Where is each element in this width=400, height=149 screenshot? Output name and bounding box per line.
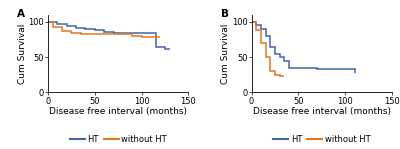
Legend: HT, without HT: HT, without HT: [273, 135, 370, 144]
X-axis label: Disease free interval (months): Disease free interval (months): [49, 107, 187, 116]
X-axis label: Disease free interval (months): Disease free interval (months): [253, 107, 391, 116]
Text: B: B: [221, 9, 229, 19]
Legend: HT, without HT: HT, without HT: [70, 135, 167, 144]
Y-axis label: Cum Survival: Cum Survival: [221, 23, 230, 84]
Y-axis label: Cum Survival: Cum Survival: [18, 23, 27, 84]
Text: A: A: [17, 9, 25, 19]
